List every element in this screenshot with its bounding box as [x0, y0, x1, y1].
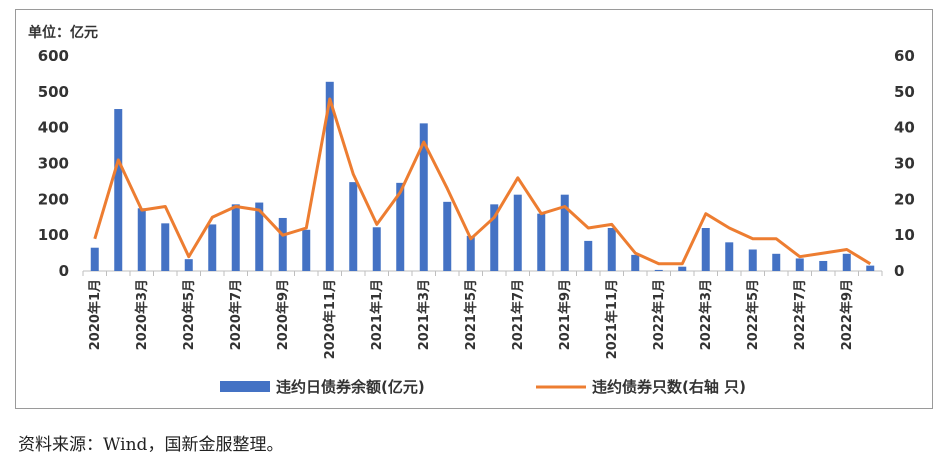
line-series — [93, 97, 872, 266]
bar — [584, 240, 593, 271]
bar — [137, 208, 146, 271]
legend: 违约日债券余额(亿元) 违约债券只数(右轴 只) — [220, 378, 746, 396]
bar — [631, 254, 640, 271]
y-right-tick-label: 30 — [894, 155, 915, 173]
bar — [302, 229, 311, 271]
y-left-tick-label: 0 — [59, 262, 69, 280]
bar — [560, 194, 569, 271]
series-line — [93, 97, 872, 266]
bar — [90, 247, 99, 271]
y-right-tick-label: 50 — [894, 83, 915, 101]
bar — [372, 227, 381, 271]
bar — [819, 260, 828, 271]
y-right-tick-label: 60 — [894, 47, 915, 65]
x-tick-label: 2020年5月 — [181, 279, 197, 350]
y-right-tick-label: 10 — [894, 226, 915, 244]
x-tick-label: 2021年1月 — [369, 279, 385, 350]
bar — [654, 269, 663, 271]
bar — [255, 202, 264, 271]
legend-label-line: 违约债券只数(右轴 只) — [592, 378, 746, 396]
x-tick-label: 2020年3月 — [134, 279, 150, 350]
bar — [208, 224, 217, 271]
bar — [748, 249, 757, 271]
bar — [419, 123, 428, 271]
bar-series — [90, 81, 875, 272]
bar — [678, 266, 687, 271]
bar — [842, 253, 851, 271]
x-tick-label: 2021年9月 — [557, 279, 573, 350]
y-left-tick-label: 400 — [38, 119, 69, 137]
bar — [349, 182, 358, 271]
bar — [772, 253, 781, 271]
x-tick-label: 2022年7月 — [792, 279, 808, 350]
unit-label: 单位：亿元 — [28, 24, 98, 41]
bar — [537, 213, 546, 271]
bar — [466, 235, 475, 271]
bar — [701, 228, 710, 271]
x-axis-ticks: 2020年1月 2020年3月 2020年5月 2020年7月 2020年9月 2020年… — [82, 271, 883, 359]
x-tick-label: 2020年7月 — [228, 279, 244, 350]
bar — [866, 265, 875, 271]
axes: 0 100 200 300 400 500 600 0 10 20 30 40 50 60 — [38, 47, 915, 280]
chart-svg: 单位：亿元 0 100 200 300 400 500 600 0 10 20 30 40 50 60 2… — [28, 24, 915, 396]
y-right-tick-label: 20 — [894, 190, 915, 208]
y-left-tick-label: 200 — [38, 190, 69, 208]
y-right-tick-label: 0 — [894, 262, 904, 280]
x-tick-label: 2022年1月 — [651, 279, 667, 350]
x-tick-label: 2022年5月 — [745, 279, 761, 350]
bar — [513, 194, 522, 271]
bar — [231, 204, 240, 271]
bar — [490, 204, 499, 271]
chart-frame: 单位：亿元 0 100 200 300 400 500 600 0 10 20 30 40 50 60 2… — [15, 9, 933, 409]
x-tick-label: 2021年5月 — [463, 279, 479, 350]
bar — [607, 228, 616, 271]
x-tick-label: 2021年3月 — [416, 279, 432, 350]
y-left-tick-label: 600 — [38, 47, 69, 65]
bar — [278, 217, 287, 271]
source-note: 资料来源：Wind，国新金服整理。 — [18, 435, 284, 455]
legend-label-bar: 违约日债券余额(亿元) — [276, 378, 425, 396]
bar — [396, 182, 405, 271]
legend-swatch-bar — [220, 381, 270, 392]
x-tick-label: 2020年11月 — [322, 279, 338, 359]
bar — [114, 109, 123, 272]
x-tick-label: 2022年3月 — [698, 279, 714, 350]
bar — [325, 81, 334, 271]
x-tick-label: 2022年9月 — [839, 279, 855, 350]
y-left-tick-label: 300 — [38, 155, 69, 173]
bar — [184, 259, 193, 271]
x-tick-label: 2020年1月 — [87, 279, 103, 350]
x-tick-label: 2020年9月 — [275, 279, 291, 350]
y-left-tick-label: 500 — [38, 83, 69, 101]
x-tick-label: 2021年11月 — [604, 279, 620, 359]
bar — [161, 223, 170, 271]
bar — [443, 201, 452, 271]
bar — [795, 258, 804, 271]
x-tick-label: 2021年7月 — [510, 279, 526, 350]
bar — [725, 242, 734, 271]
y-right-tick-label: 40 — [894, 119, 915, 137]
y-left-tick-label: 100 — [38, 226, 69, 244]
